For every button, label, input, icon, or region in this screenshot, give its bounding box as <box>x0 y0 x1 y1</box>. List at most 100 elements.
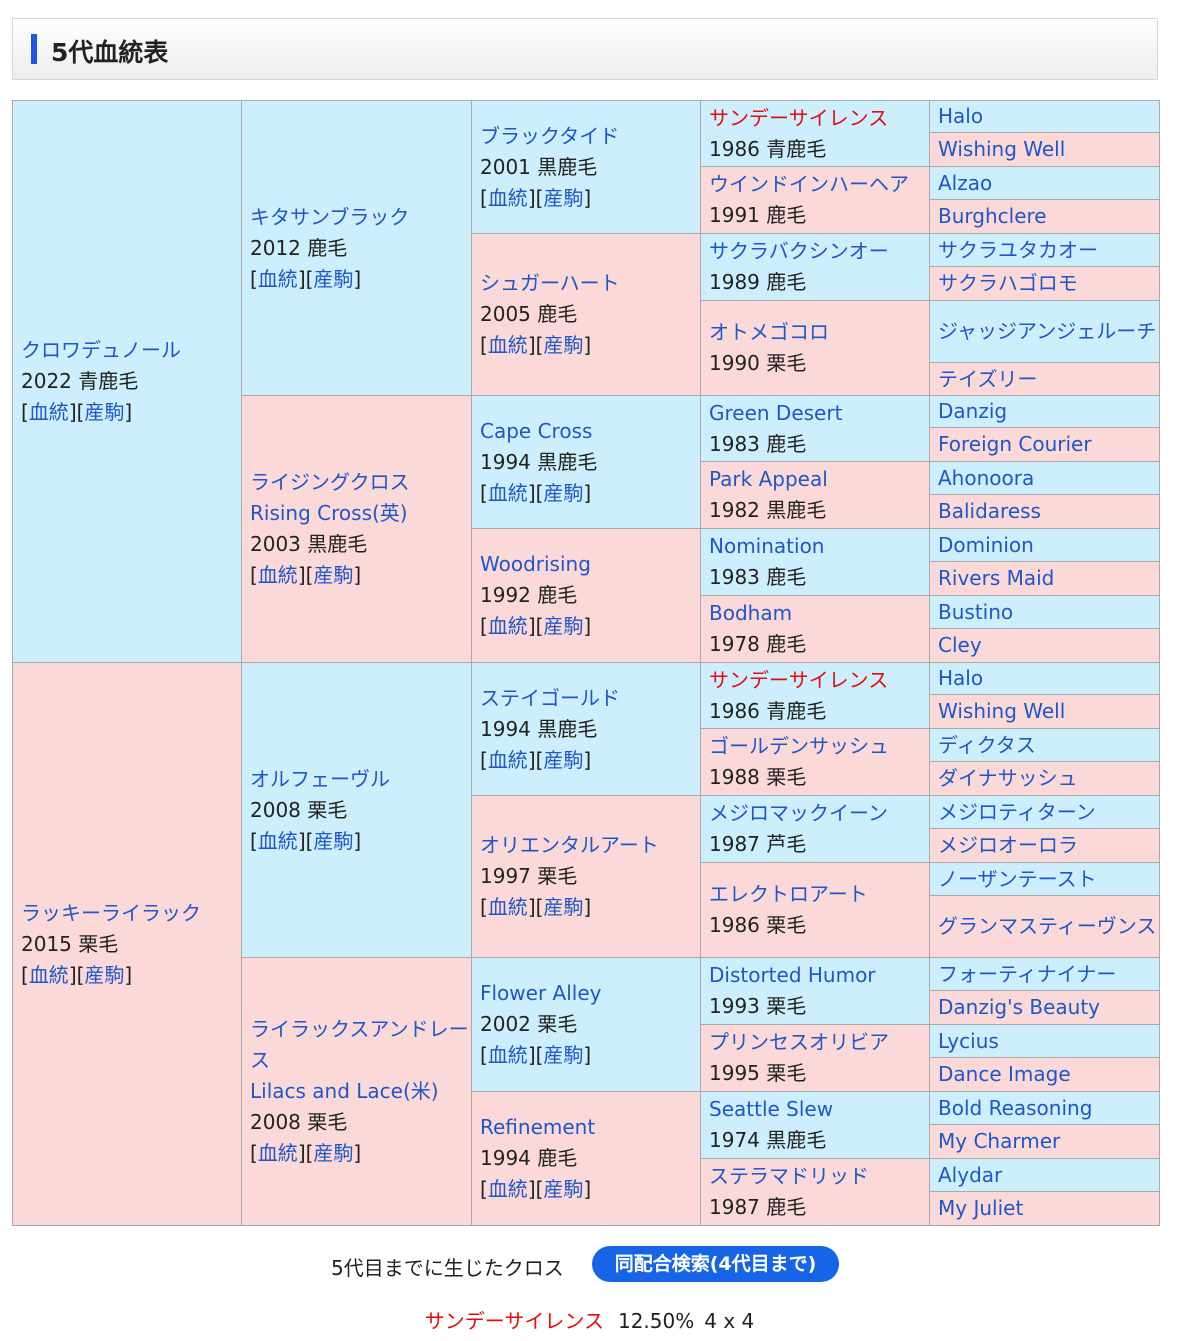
ancestor-name-link[interactable]: サクラハゴロモ <box>938 271 1078 295</box>
ancestor-name-link[interactable]: My Juliet <box>938 1196 1024 1220</box>
horse-name-link[interactable]: ブラックタイド <box>480 123 620 148</box>
pedigree-link[interactable]: 血統 <box>257 828 298 853</box>
horse-name-link[interactable]: Woodrising <box>480 552 591 576</box>
ancestor-name-link[interactable]: Danzig <box>938 399 1008 423</box>
pedigree-link[interactable]: 血統 <box>28 400 69 424</box>
ancestor-name-link[interactable]: Lycius <box>938 1028 999 1053</box>
pedigree-link[interactable]: 血統 <box>487 1043 528 1067</box>
horse-name-link[interactable]: ステラマドリッド <box>709 1164 869 1188</box>
ancestor-name-link[interactable]: Alzao <box>938 170 993 195</box>
pedigree-link[interactable]: 血統 <box>487 895 528 919</box>
ancestor-name-link[interactable]: テイズリー <box>938 366 1038 391</box>
pedigree-link[interactable]: 血統 <box>487 1177 528 1201</box>
horse-alt-name-link[interactable]: Lilacs and Lace(米) <box>250 1079 439 1103</box>
horse-name-link[interactable]: Cape Cross <box>480 418 593 443</box>
ancestor-name-link[interactable]: Halo <box>938 666 984 690</box>
ancestor-name-link[interactable]: Burghclere <box>938 204 1047 228</box>
offspring-link[interactable]: 産駒 <box>84 962 125 987</box>
horse-name-link[interactable]: Nomination <box>709 534 825 558</box>
ancestor-name-link[interactable]: Halo <box>938 104 984 128</box>
horse-name-link[interactable]: プリンセスオリビア <box>709 1030 889 1054</box>
horse-name-link[interactable]: サンデーサイレンス <box>709 105 889 130</box>
offspring-link[interactable]: 産駒 <box>543 1043 584 1067</box>
pedigree-link[interactable]: 血統 <box>257 563 298 587</box>
ancestor-name-link[interactable]: Bustino <box>938 599 1014 624</box>
horse-name-link[interactable]: ライジングクロス <box>250 470 410 494</box>
horse-name-link[interactable]: Distorted Humor <box>709 963 876 987</box>
horse-name-link[interactable]: シュガーハート <box>480 271 620 295</box>
offspring-link[interactable]: 産駒 <box>313 828 354 853</box>
ancestor-name-link[interactable]: Cley <box>938 633 982 657</box>
horse-name-link[interactable]: ライラックスアンドレース <box>250 1017 469 1072</box>
same-breeding-search-button[interactable]: 同配合検索(4代目まで) <box>592 1246 839 1282</box>
ancestor-name-link[interactable]: Bold Reasoning <box>938 1095 1093 1120</box>
horse-name-link[interactable]: ラッキーライラック <box>21 900 201 925</box>
ancestor-name-link[interactable]: Danzig's Beauty <box>938 995 1100 1019</box>
ancestor-name-link[interactable]: Dominion <box>938 532 1034 557</box>
offspring-link[interactable]: 産駒 <box>543 614 584 638</box>
ancestor-name-link[interactable]: Alydar <box>938 1162 1003 1187</box>
offspring-link[interactable]: 産駒 <box>313 266 354 291</box>
pedigree-row: ステラマドリッド 1987 鹿毛 Alydar <box>13 1158 1160 1226</box>
horse-name-link[interactable]: サンデーサイレンス <box>709 667 889 692</box>
ancestor-name-link[interactable]: Wishing Well <box>938 699 1066 723</box>
horse-name-link[interactable]: サクラバクシンオー <box>709 239 889 263</box>
ancestor-name-link[interactable]: Dance Image <box>938 1062 1071 1086</box>
ancestor-name-link[interactable]: グランマスティーヴンス <box>938 914 1157 938</box>
offspring-link[interactable]: 産駒 <box>543 480 584 505</box>
pedigree-link[interactable]: 血統 <box>487 747 528 772</box>
pedigree-link[interactable]: 血統 <box>257 1141 298 1165</box>
offspring-link[interactable]: 産駒 <box>543 185 584 210</box>
offspring-link[interactable]: 産駒 <box>84 400 125 424</box>
ancestor-name-link[interactable]: フォーティナイナー <box>938 961 1117 986</box>
ancestor-name-link[interactable]: メジロティターン <box>938 799 1096 824</box>
pedigree-cell-gen4-2: サクラバクシンオー 1989 鹿毛 <box>700 233 930 301</box>
horse-name-link[interactable]: Seattle Slew <box>709 1097 834 1121</box>
horse-name-link[interactable]: ステイゴールド <box>480 685 620 710</box>
horse-name-link[interactable]: クロワデュノール <box>21 338 181 362</box>
cross-label: 5代目までに生じたクロス <box>331 1256 564 1280</box>
ancestor-name-link[interactable]: サクラユタカオー <box>938 237 1098 262</box>
horse-name-link[interactable]: Bodham <box>709 601 793 625</box>
horse-name-link[interactable]: ゴールデンサッシュ <box>709 734 889 758</box>
ancestor-name-link[interactable]: Foreign Courier <box>938 432 1092 456</box>
cross-horse-link[interactable]: サンデーサイレンス <box>424 1309 604 1333</box>
offspring-link[interactable]: 産駒 <box>313 563 354 587</box>
horse-name-link[interactable]: Green Desert <box>709 400 843 425</box>
pedigree-link[interactable]: 血統 <box>487 185 528 210</box>
ancestor-name-link[interactable]: ノーザンテースト <box>938 866 1097 891</box>
horse-name-link[interactable]: オリエンタルアート <box>480 833 659 857</box>
horse-name-link[interactable]: オルフェーヴル <box>250 766 390 791</box>
ancestor-name-link[interactable]: メジロオーロラ <box>938 833 1078 857</box>
offspring-link[interactable]: 産駒 <box>543 1177 584 1201</box>
horse-name-link[interactable]: エレクトロアート <box>709 882 868 906</box>
horse-name-link[interactable]: キタサンブラック <box>250 204 410 229</box>
horse-birth-color: 2008 栗毛 <box>250 797 348 822</box>
ancestor-name-link[interactable]: ダイナサッシュ <box>938 766 1078 790</box>
offspring-link[interactable]: 産駒 <box>543 333 584 357</box>
horse-name-link[interactable]: オトメゴコロ <box>709 320 829 344</box>
pedigree-link[interactable]: 血統 <box>257 266 298 291</box>
horse-name-link[interactable]: ウインドインハーヘア <box>709 172 909 196</box>
ancestor-name-link[interactable]: Balidaress <box>938 499 1041 523</box>
ancestor-name-link[interactable]: ジャッジアンジェルーチ <box>938 319 1157 343</box>
ancestor-name-link[interactable]: Rivers Maid <box>938 566 1055 590</box>
ancestor-name-link[interactable]: Wishing Well <box>938 137 1066 161</box>
horse-name-link[interactable]: メジロマックイーン <box>709 801 888 825</box>
ancestor-name-link[interactable]: Ahonoora <box>938 465 1035 490</box>
horse-name-link[interactable]: Park Appeal <box>709 467 828 491</box>
horse-alt-name-link[interactable]: Rising Cross(英) <box>250 501 408 525</box>
horse-name-link[interactable]: Refinement <box>480 1115 596 1139</box>
pedigree-link[interactable]: 血統 <box>28 962 69 987</box>
horse-entry: メジロマックイーン 1987 芦毛 <box>709 798 929 860</box>
ancestor-name-link[interactable]: ディクタス <box>938 732 1036 757</box>
ancestor-name-link[interactable]: My Charmer <box>938 1129 1061 1153</box>
horse-name-link[interactable]: Flower Alley <box>480 981 602 1005</box>
offspring-link[interactable]: 産駒 <box>313 1141 354 1165</box>
pedigree-link[interactable]: 血統 <box>487 614 528 638</box>
pedigree-link[interactable]: 血統 <box>487 333 528 357</box>
pedigree-cell-gen5-5: サクラハゴロモ <box>929 266 1160 301</box>
offspring-link[interactable]: 産駒 <box>543 747 584 772</box>
pedigree-link[interactable]: 血統 <box>487 480 528 505</box>
offspring-link[interactable]: 産駒 <box>543 895 584 919</box>
